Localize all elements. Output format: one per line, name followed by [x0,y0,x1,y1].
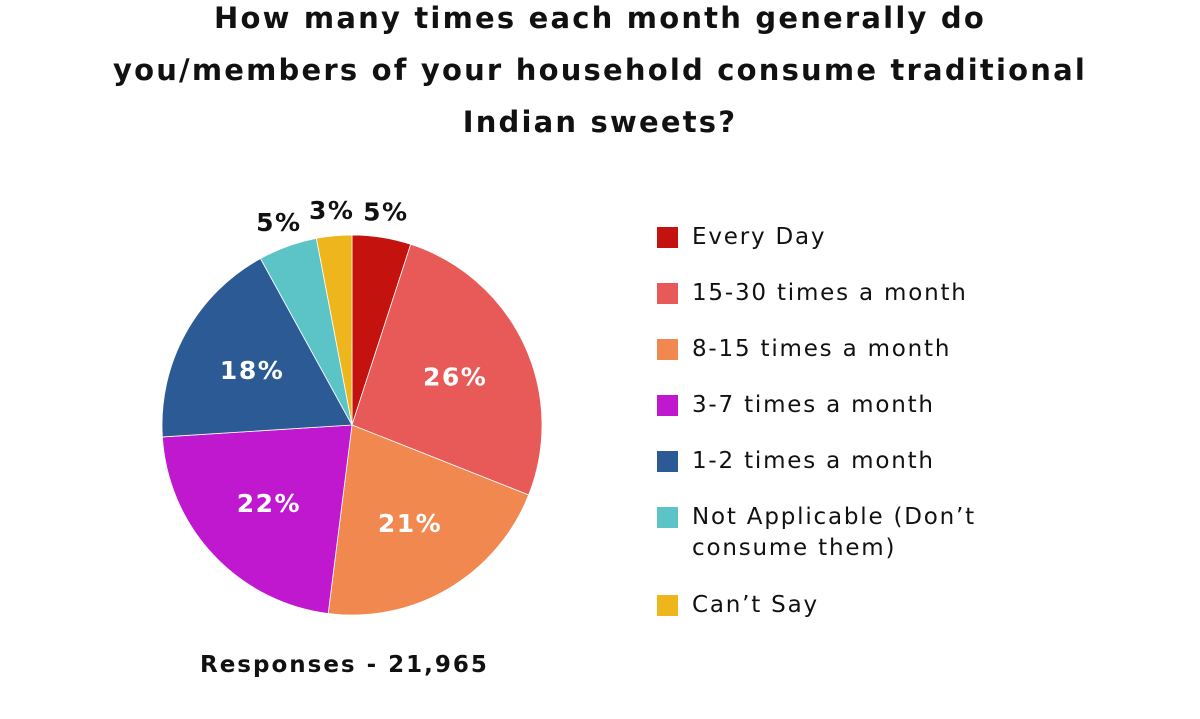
legend-swatch [657,595,678,616]
legend-label-line: 15-30 times a month [692,280,968,306]
legend-label: 1-2 times a month [692,446,935,477]
pie-slice [351,243,543,496]
legend-item: 8-15 times a month [657,334,951,365]
legend-item: 15-30 times a month [657,278,968,309]
pie-slice [161,424,353,614]
legend-label: Can’t Say [692,590,819,621]
data-label: 5% [363,198,408,227]
legend-label-line: 1-2 times a month [692,448,935,474]
legend-item: Every Day [657,222,826,253]
chart-title: How many times each month generally do y… [0,0,1200,148]
legend-label: 15-30 times a month [692,278,968,309]
legend-label-line: Not Applicable (Don’t [692,504,976,530]
pie-slice [315,234,353,426]
legend-label-line: Can’t Say [692,592,819,618]
legend-label-line: Every Day [692,224,827,250]
legend-label: Every Day [692,222,826,253]
legend-label-line: 8-15 times a month [692,336,952,362]
data-label: 21% [378,509,442,538]
responses-count: Responses - 21,965 [200,652,489,678]
chart-title-line: How many times each month generally do [214,1,986,35]
legend-label: 8-15 times a month [692,334,951,365]
legend-label: 3-7 times a month [692,390,935,421]
legend-label-line: 3-7 times a month [692,392,935,418]
data-label: 18% [220,356,284,385]
pie-slice [161,257,353,438]
legend-label-line: consume them) [692,535,897,561]
pie-slice [327,424,530,616]
legend-item: Can’t Say [657,590,819,621]
legend-item: Not Applicable (Don’t consume them) [657,502,976,564]
legend-swatch [657,339,678,360]
chart-title-line: you/members of your household consume tr… [112,53,1088,87]
legend-item: 1-2 times a month [657,446,935,477]
data-label: 5% [256,208,301,237]
chart-title-line: Indian sweets? [462,105,738,139]
legend-swatch [657,395,678,416]
data-label: 3% [309,196,354,225]
legend-swatch [657,227,678,248]
legend-swatch [657,451,678,472]
data-label: 22% [237,489,301,518]
legend-swatch [657,283,678,304]
legend-item: 3-7 times a month [657,390,935,421]
legend-label: Not Applicable (Don’t consume them) [692,502,976,564]
legend-swatch [657,507,678,528]
data-label: 26% [423,362,487,391]
